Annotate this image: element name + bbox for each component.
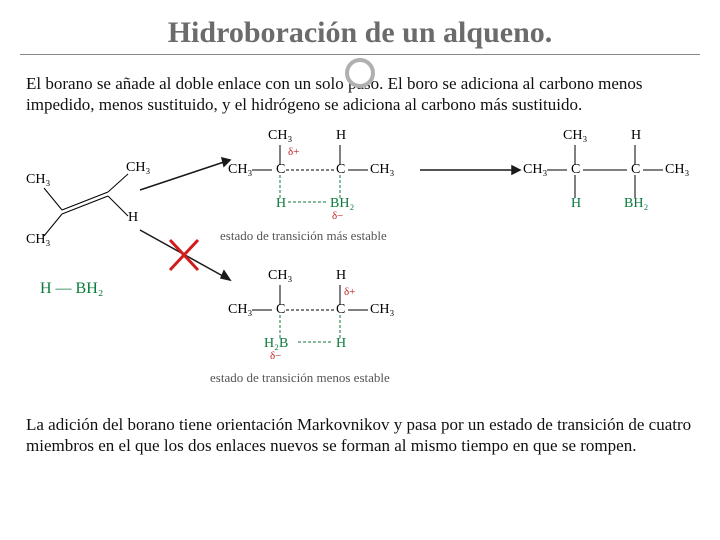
borane-formula: H — BH₂ (40, 280, 103, 298)
divider-line (20, 54, 700, 55)
ts-stable-c-left: C (276, 162, 285, 178)
product-c-left: C (571, 162, 580, 178)
ts-unstable-h-top: H (336, 268, 346, 284)
ts-unstable-c-left: C (276, 302, 285, 318)
ts-stable-delta-plus: δ+ (288, 146, 299, 158)
product-c-right: C (631, 162, 640, 178)
ts-unstable-h-bot: H (336, 336, 346, 352)
ts-stable-ch3-top: CH₃ (268, 128, 292, 144)
circle-ornament (345, 58, 375, 88)
ts-unstable-ch3-right: CH₃ (370, 302, 394, 318)
reactant-ch3-bot: CH₃ (26, 232, 50, 248)
reactant-h: H (128, 210, 138, 226)
paragraph-bottom: La adición del borano tiene orientación … (26, 414, 694, 457)
ts-stable-c-right: C (336, 162, 345, 178)
product-ch3-right: CH₃ (665, 162, 689, 178)
ts-stable-delta-minus: δ− (332, 210, 343, 222)
ts-stable-h-bot: H (276, 196, 286, 212)
ts-unstable-delta-plus: δ+ (344, 286, 355, 298)
product-bh2: BH₂ (624, 196, 648, 212)
slide: Hidroboración de un alqueno. El borano s… (0, 0, 720, 540)
ts-stable-caption: estado de transición más estable (220, 228, 387, 244)
diagram-svg (20, 120, 700, 410)
reaction-diagram: CH₃ CH₃ CH₃ H H — BH₂ CH₃ H δ+ CH₃ C C C… (20, 120, 700, 410)
ts-unstable-delta-minus: δ− (270, 350, 281, 362)
product-ch3-left: CH₃ (523, 162, 547, 178)
product-h: H (571, 196, 581, 212)
ts-stable-ch3-left: CH₃ (228, 162, 252, 178)
reactant-ch3-top: CH₃ (26, 172, 50, 188)
reactant-ch3-right: CH₃ (126, 160, 150, 176)
ts-stable-h-top: H (336, 128, 346, 144)
slide-title: Hidroboración de un alqueno. (20, 16, 700, 50)
ts-unstable-ch3-top: CH₃ (268, 268, 292, 284)
ts-stable-ch3-right: CH₃ (370, 162, 394, 178)
ts-unstable-ch3-left: CH₃ (228, 302, 252, 318)
product-h-top: H (631, 128, 641, 144)
ts-unstable-caption: estado de transición menos estable (210, 370, 390, 386)
ts-unstable-c-right: C (336, 302, 345, 318)
product-ch3-top: CH₃ (563, 128, 587, 144)
